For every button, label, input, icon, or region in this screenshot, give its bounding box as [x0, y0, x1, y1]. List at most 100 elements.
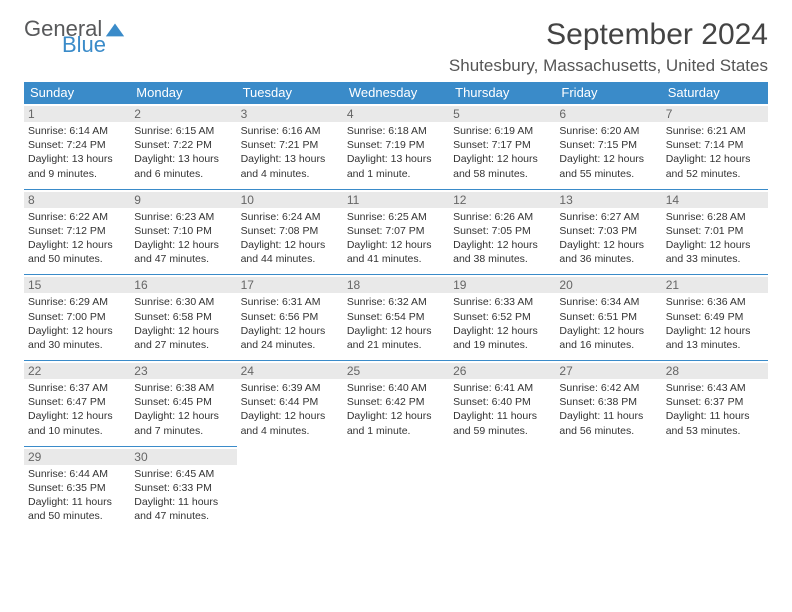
- weekday-header: Sunday: [24, 82, 130, 104]
- weekday-header: Tuesday: [237, 82, 343, 104]
- logo: General Blue: [24, 18, 126, 56]
- day-number: 16: [130, 277, 236, 293]
- day-details: Sunrise: 6:41 AMSunset: 6:40 PMDaylight:…: [453, 381, 551, 438]
- day-number: 8: [24, 192, 130, 208]
- day-details: Sunrise: 6:43 AMSunset: 6:37 PMDaylight:…: [666, 381, 764, 438]
- calendar-cell: 7 Sunrise: 6:21 AMSunset: 7:14 PMDaylight…: [662, 104, 768, 190]
- calendar-cell: 11 Sunrise: 6:25 AMSunset: 7:07 PMDayligh…: [343, 189, 449, 275]
- day-number: 22: [24, 363, 130, 379]
- calendar-cell: 26Sunrise: 6:41 AMSunset: 6:40 PMDayligh…: [449, 361, 555, 447]
- weekday-header: Saturday: [662, 82, 768, 104]
- month-title: September 2024: [449, 18, 768, 52]
- calendar-cell: 28 Sunrise: 6:43 AMSunset: 6:37 PMDayligh…: [662, 361, 768, 447]
- calendar-cell: 1 Sunrise: 6:14 AMSunset: 7:24 PMDaylight…: [24, 104, 130, 190]
- calendar-cell: [449, 446, 555, 531]
- day-details: Sunrise: 6:26 AMSunset: 7:05 PMDaylight:…: [453, 210, 551, 267]
- calendar-cell: 6 Sunrise: 6:20 AMSunset: 7:15 PMDaylight…: [555, 104, 661, 190]
- header: General Blue September 2024 Shutesbury, …: [24, 18, 768, 76]
- day-number: 21: [662, 277, 768, 293]
- calendar-cell: 29 Sunrise: 6:44 AMSunset: 6:35 PMDayligh…: [24, 446, 130, 531]
- day-details: Sunrise: 6:24 AMSunset: 7:08 PMDaylight:…: [241, 210, 339, 267]
- day-details: Sunrise: 6:21 AMSunset: 7:14 PMDaylight:…: [666, 124, 764, 181]
- day-number: 11: [343, 192, 449, 208]
- calendar-cell: 30 Sunrise: 6:45 AMSunset: 6:33 PMDayligh…: [130, 446, 236, 531]
- day-number: 3: [237, 106, 343, 122]
- calendar-cell: 10 Sunrise: 6:24 AMSunset: 7:08 PMDayligh…: [237, 189, 343, 275]
- location: Shutesbury, Massachusetts, United States: [449, 56, 768, 76]
- day-details: Sunrise: 6:22 AMSunset: 7:12 PMDaylight:…: [28, 210, 126, 267]
- calendar-cell: 14 Sunrise: 6:28 AMSunset: 7:01 PMDayligh…: [662, 189, 768, 275]
- day-number: 2: [130, 106, 236, 122]
- weekday-header: Wednesday: [343, 82, 449, 104]
- calendar-cell: 17Sunrise: 6:31 AMSunset: 6:56 PMDayligh…: [237, 275, 343, 361]
- day-number: 29: [24, 449, 130, 465]
- calendar-cell: 22 Sunrise: 6:37 AMSunset: 6:47 PMDayligh…: [24, 361, 130, 447]
- title-block: September 2024 Shutesbury, Massachusetts…: [449, 18, 768, 76]
- calendar-cell: 5 Sunrise: 6:19 AMSunset: 7:17 PMDaylight…: [449, 104, 555, 190]
- calendar-cell: [343, 446, 449, 531]
- calendar-cell: 19Sunrise: 6:33 AMSunset: 6:52 PMDayligh…: [449, 275, 555, 361]
- day-details: Sunrise: 6:39 AMSunset: 6:44 PMDaylight:…: [241, 381, 339, 438]
- day-details: Sunrise: 6:44 AMSunset: 6:35 PMDaylight:…: [28, 467, 126, 524]
- day-details: Sunrise: 6:25 AMSunset: 7:07 PMDaylight:…: [347, 210, 445, 267]
- day-number: 20: [555, 277, 661, 293]
- calendar-cell: 16 Sunrise: 6:30 AMSunset: 6:58 PMDayligh…: [130, 275, 236, 361]
- day-number: 6: [555, 106, 661, 122]
- day-number: 7: [662, 106, 768, 122]
- day-number: 9: [130, 192, 236, 208]
- day-number: 13: [555, 192, 661, 208]
- logo-word2: Blue: [62, 34, 126, 56]
- day-number: 19: [449, 277, 555, 293]
- day-number: 10: [237, 192, 343, 208]
- day-details: Sunrise: 6:29 AMSunset: 7:00 PMDaylight:…: [28, 295, 126, 352]
- day-number: 24: [237, 363, 343, 379]
- calendar-cell: 2 Sunrise: 6:15 AMSunset: 7:22 PMDaylight…: [130, 104, 236, 190]
- day-details: Sunrise: 6:19 AMSunset: 7:17 PMDaylight:…: [453, 124, 551, 181]
- calendar-cell: [237, 446, 343, 531]
- day-number: 18: [343, 277, 449, 293]
- calendar-cell: 3Sunrise: 6:16 AMSunset: 7:21 PMDaylight…: [237, 104, 343, 190]
- day-number: 14: [662, 192, 768, 208]
- day-number: 27: [555, 363, 661, 379]
- day-number: 1: [24, 106, 130, 122]
- day-details: Sunrise: 6:14 AMSunset: 7:24 PMDaylight:…: [28, 124, 126, 181]
- day-details: Sunrise: 6:15 AMSunset: 7:22 PMDaylight:…: [134, 124, 232, 181]
- day-number: 23: [130, 363, 236, 379]
- calendar-cell: 12 Sunrise: 6:26 AMSunset: 7:05 PMDayligh…: [449, 189, 555, 275]
- day-details: Sunrise: 6:27 AMSunset: 7:03 PMDaylight:…: [559, 210, 657, 267]
- calendar-cell: 9 Sunrise: 6:23 AMSunset: 7:10 PMDaylight…: [130, 189, 236, 275]
- day-details: Sunrise: 6:40 AMSunset: 6:42 PMDaylight:…: [347, 381, 445, 438]
- day-details: Sunrise: 6:42 AMSunset: 6:38 PMDaylight:…: [559, 381, 657, 438]
- weekday-header: Thursday: [449, 82, 555, 104]
- calendar-table: SundayMondayTuesdayWednesdayThursdayFrid…: [24, 82, 768, 531]
- day-number: 12: [449, 192, 555, 208]
- day-details: Sunrise: 6:18 AMSunset: 7:19 PMDaylight:…: [347, 124, 445, 181]
- day-details: Sunrise: 6:20 AMSunset: 7:15 PMDaylight:…: [559, 124, 657, 181]
- day-details: Sunrise: 6:30 AMSunset: 6:58 PMDaylight:…: [134, 295, 232, 352]
- calendar-cell: 18 Sunrise: 6:32 AMSunset: 6:54 PMDayligh…: [343, 275, 449, 361]
- day-number: 5: [449, 106, 555, 122]
- day-details: Sunrise: 6:45 AMSunset: 6:33 PMDaylight:…: [134, 467, 232, 524]
- day-details: Sunrise: 6:28 AMSunset: 7:01 PMDaylight:…: [666, 210, 764, 267]
- day-details: Sunrise: 6:36 AMSunset: 6:49 PMDaylight:…: [666, 295, 764, 352]
- day-details: Sunrise: 6:32 AMSunset: 6:54 PMDaylight:…: [347, 295, 445, 352]
- calendar-cell: 25Sunrise: 6:40 AMSunset: 6:42 PMDayligh…: [343, 361, 449, 447]
- calendar-cell: [555, 446, 661, 531]
- calendar-cell: 8 Sunrise: 6:22 AMSunset: 7:12 PMDaylight…: [24, 189, 130, 275]
- calendar-cell: [662, 446, 768, 531]
- day-details: Sunrise: 6:38 AMSunset: 6:45 PMDaylight:…: [134, 381, 232, 438]
- weekday-header: Friday: [555, 82, 661, 104]
- calendar-cell: 13 Sunrise: 6:27 AMSunset: 7:03 PMDayligh…: [555, 189, 661, 275]
- calendar-cell: 23 Sunrise: 6:38 AMSunset: 6:45 PMDayligh…: [130, 361, 236, 447]
- day-details: Sunrise: 6:23 AMSunset: 7:10 PMDaylight:…: [134, 210, 232, 267]
- calendar-cell: 27 Sunrise: 6:42 AMSunset: 6:38 PMDayligh…: [555, 361, 661, 447]
- day-number: 15: [24, 277, 130, 293]
- day-number: 4: [343, 106, 449, 122]
- calendar-cell: 4 Sunrise: 6:18 AMSunset: 7:19 PMDaylight…: [343, 104, 449, 190]
- day-number: 28: [662, 363, 768, 379]
- calendar-cell: 24 Sunrise: 6:39 AMSunset: 6:44 PMDayligh…: [237, 361, 343, 447]
- day-details: Sunrise: 6:37 AMSunset: 6:47 PMDaylight:…: [28, 381, 126, 438]
- day-number: 30: [130, 449, 236, 465]
- day-details: Sunrise: 6:31 AMSunset: 6:56 PMDaylight:…: [241, 295, 339, 352]
- calendar-cell: 15 Sunrise: 6:29 AMSunset: 7:00 PMDayligh…: [24, 275, 130, 361]
